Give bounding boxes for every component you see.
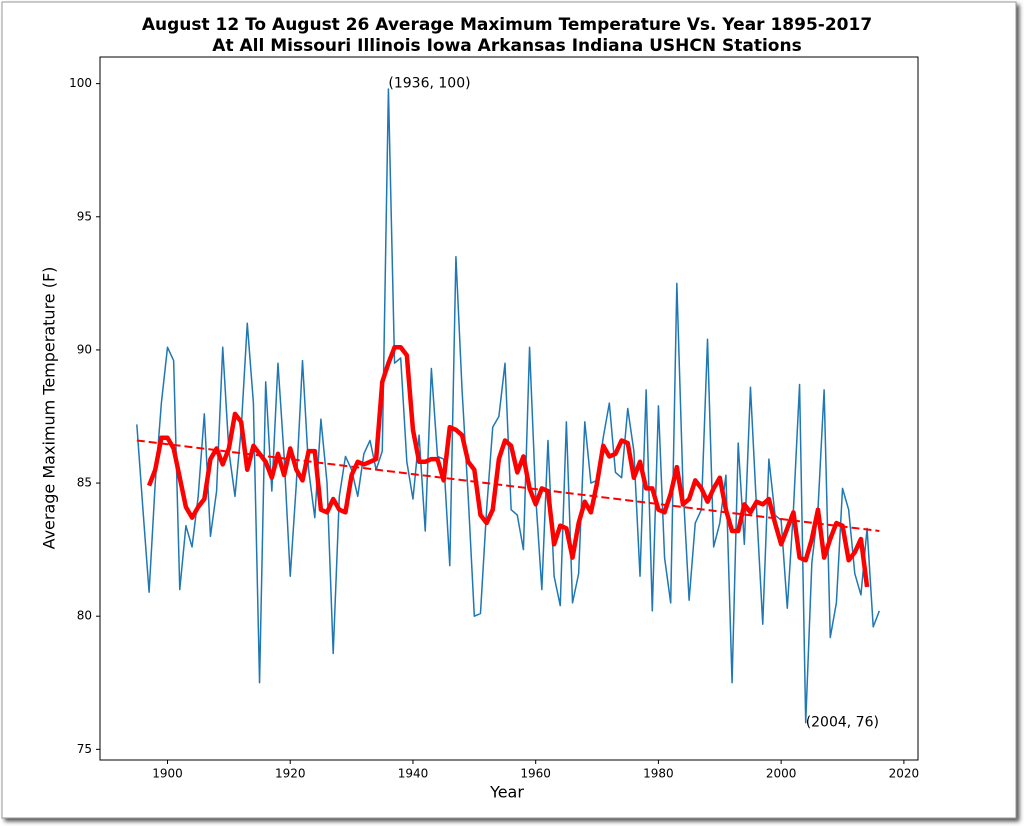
y-axis-label: Average Maximum Temperature (F) bbox=[40, 267, 59, 550]
chart-subtitle: At All Missouri Illinois Iowa Arkansas I… bbox=[212, 36, 801, 56]
x-tick-label: 2000 bbox=[766, 767, 797, 781]
y-tick-label: 75 bbox=[77, 742, 92, 756]
trend-line bbox=[136, 439, 880, 532]
y-tick-label: 100 bbox=[69, 76, 92, 90]
y-tick-label: 90 bbox=[77, 342, 92, 356]
annotation: (1936, 100) bbox=[388, 76, 470, 92]
plot-frame bbox=[99, 56, 919, 761]
annotation: (2004, 76) bbox=[806, 715, 879, 731]
x-axis-label: Year bbox=[489, 783, 524, 802]
chart-title: August 12 To August 26 Average Maximum T… bbox=[142, 15, 872, 35]
y-tick-label: 80 bbox=[77, 609, 92, 623]
x-tick-label: 2020 bbox=[889, 767, 920, 781]
x-tick-label: 1980 bbox=[643, 767, 674, 781]
x-tick-label: 1920 bbox=[275, 767, 306, 781]
x-tick-label: 1900 bbox=[152, 767, 183, 781]
x-tick-label: 1960 bbox=[520, 767, 551, 781]
y-tick-label: 85 bbox=[77, 476, 92, 490]
series-line bbox=[146, 345, 870, 588]
y-tick-label: 95 bbox=[77, 209, 92, 223]
series-line bbox=[136, 88, 881, 724]
x-tick-label: 1940 bbox=[398, 767, 429, 781]
